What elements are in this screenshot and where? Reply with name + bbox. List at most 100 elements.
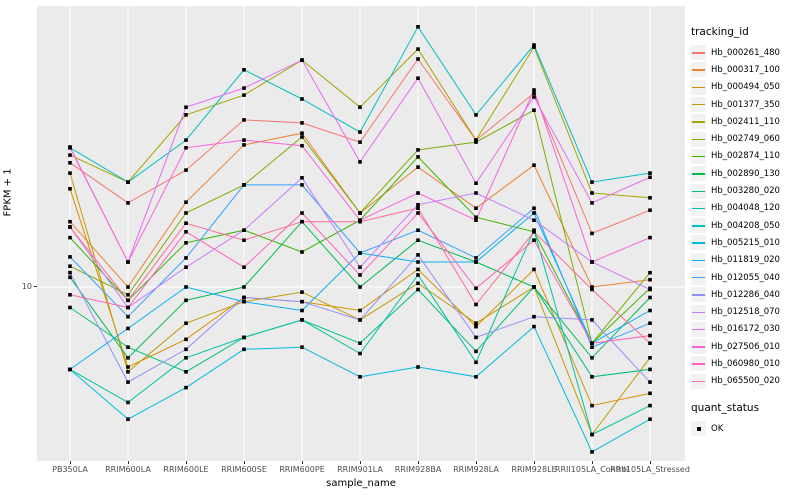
legend-item-Hb_003280_020: Hb_003280_020 <box>691 182 780 199</box>
data-point-marker <box>648 403 652 408</box>
data-point-marker <box>648 391 652 396</box>
data-point-marker <box>300 58 304 62</box>
data-point-marker <box>300 345 304 349</box>
legend-color-line <box>692 69 705 71</box>
data-point-marker <box>126 180 130 184</box>
data-point-marker <box>648 295 652 300</box>
data-point-marker <box>242 138 246 142</box>
x-tick-label-RRIM600LE: RRIM600LE <box>163 465 209 474</box>
data-point-marker <box>648 208 652 212</box>
legend-item-label: Hb_011819_020 <box>711 255 780 266</box>
data-point-marker <box>68 153 72 157</box>
data-point-marker <box>184 138 188 142</box>
data-point-marker <box>68 171 72 175</box>
legend-item-Hb_004048_120: Hb_004048_120 <box>691 200 780 217</box>
data-point-marker <box>474 215 478 219</box>
data-point-marker <box>68 305 72 310</box>
data-point-marker <box>474 335 478 340</box>
data-point-marker <box>68 219 72 224</box>
quant-status-entries: OK <box>691 420 780 437</box>
data-point-marker <box>416 228 420 232</box>
data-point-marker <box>242 183 246 187</box>
data-point-marker <box>358 130 362 134</box>
data-point-marker <box>648 270 652 275</box>
data-point-marker <box>648 333 652 338</box>
data-point-marker <box>126 298 130 303</box>
legend-color-line <box>692 86 705 89</box>
legend-color-line <box>692 363 705 365</box>
legend-color-line <box>692 311 705 313</box>
x-tick-label-RRIM600PE: RRIM600PE <box>279 465 325 474</box>
data-point-marker <box>242 295 246 300</box>
data-point-marker <box>68 235 72 240</box>
data-point-marker <box>358 308 362 313</box>
data-point-marker <box>474 256 478 260</box>
data-point-marker <box>474 113 478 117</box>
data-point-marker <box>184 168 188 172</box>
legend-item-Hb_004208_050: Hb_004208_050 <box>691 217 780 234</box>
data-point-marker <box>590 180 594 184</box>
data-point-marker <box>532 91 536 95</box>
legend-key <box>691 131 706 147</box>
data-point-marker <box>300 121 304 125</box>
x-tick-label-RRIM928BA: RRIM928BA <box>394 465 442 474</box>
legend-color-line <box>692 52 705 54</box>
legend-color-line <box>692 328 705 331</box>
legend-item-Hb_016172_030: Hb_016172_030 <box>691 321 780 338</box>
x-tick-mark <box>592 461 593 464</box>
data-point-marker <box>242 347 246 352</box>
legend-color-line <box>692 138 705 141</box>
data-point-marker <box>126 417 130 421</box>
data-point-marker <box>358 105 362 109</box>
legend-key <box>691 356 706 372</box>
data-point-marker <box>416 191 420 195</box>
x-tick-label-RRIM928LE: RRIM928LE <box>511 465 557 474</box>
legend-key <box>691 373 706 389</box>
x-tick-mark <box>534 461 535 464</box>
data-point-marker <box>532 206 536 210</box>
legend-key <box>691 45 706 61</box>
legend-key <box>691 235 706 251</box>
legend-item-Hb_000261_480: Hb_000261_480 <box>691 44 780 61</box>
data-point-marker <box>242 68 246 72</box>
data-point-marker <box>416 47 420 51</box>
data-point-marker <box>532 95 536 99</box>
data-point-marker <box>532 230 536 234</box>
data-point-marker <box>300 211 304 215</box>
data-point-marker <box>184 113 188 117</box>
legend-item-Hb_001377_350: Hb_001377_350 <box>691 96 780 113</box>
legend-key <box>691 287 706 303</box>
data-point-marker <box>590 356 594 360</box>
legend-item-label: Hb_016172_030 <box>711 324 780 335</box>
legend-item-label: Hb_002890_130 <box>711 168 780 179</box>
data-point-marker <box>416 365 420 369</box>
data-point-marker <box>532 218 536 222</box>
data-point-marker <box>358 285 362 289</box>
legend-item-quant-OK: OK <box>691 420 780 437</box>
data-point-marker <box>242 265 246 269</box>
data-point-marker <box>184 385 188 390</box>
legend-item-label: Hb_003280_020 <box>711 186 780 197</box>
data-point-marker <box>474 324 478 329</box>
x-tick-label-RRIM928LA: RRIM928LA <box>453 465 499 474</box>
x-tick-label-RRIM600LA: RRIM600LA <box>105 465 151 474</box>
data-point-marker <box>242 86 246 90</box>
data-point-marker <box>242 143 246 147</box>
data-point-marker <box>242 285 246 289</box>
data-point-marker <box>590 403 594 408</box>
legend-item-label: Hb_002874_110 <box>711 151 780 162</box>
legend-item-label: Hb_027506_010 <box>711 341 780 352</box>
data-point-marker <box>590 260 594 264</box>
data-point-marker <box>474 302 478 307</box>
data-point-marker <box>358 318 362 322</box>
data-point-marker <box>68 225 72 229</box>
x-tick-label-RRII105LA_Stressed: RRII105LA_Stressed <box>610 465 690 474</box>
data-point-marker <box>532 88 536 92</box>
legend-color-line <box>692 225 705 227</box>
legend-key <box>691 148 706 164</box>
data-point-marker <box>648 287 652 292</box>
data-point-marker <box>416 203 420 207</box>
data-point-marker <box>126 356 130 360</box>
data-point-marker <box>126 326 130 331</box>
data-point-marker <box>532 43 536 47</box>
